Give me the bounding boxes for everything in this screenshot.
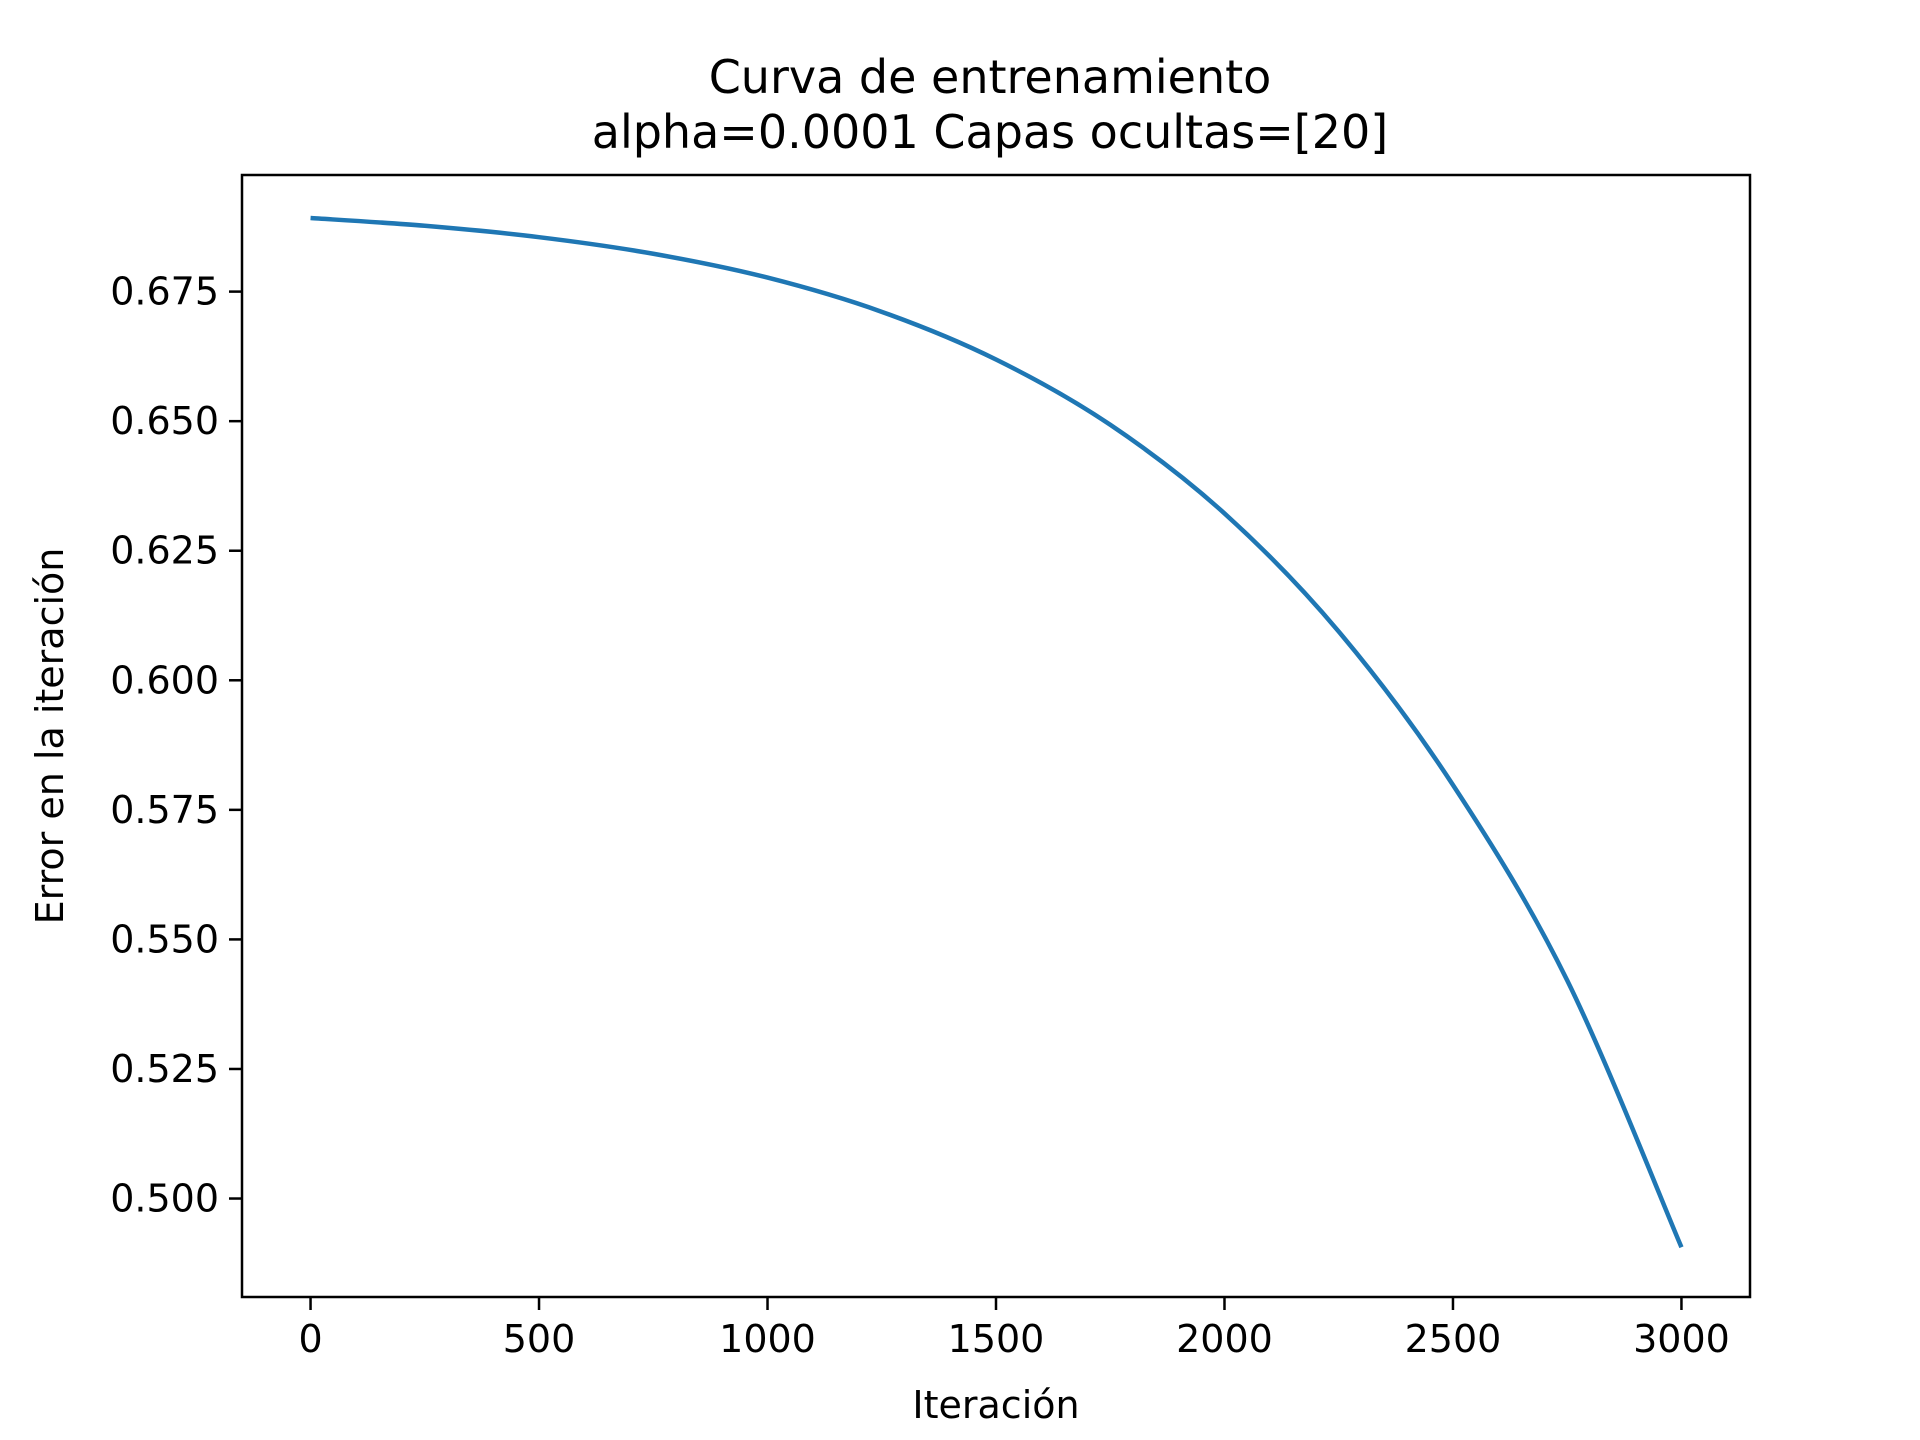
y-tick-label: 0.550: [110, 917, 219, 961]
x-axis-label: Iteración: [912, 1383, 1079, 1427]
x-tick-label: 1000: [719, 1317, 816, 1361]
x-tick-label: 3000: [1633, 1317, 1730, 1361]
plot-area: [310, 215, 1684, 1249]
x-tick-label: 500: [503, 1317, 576, 1361]
series-line: [310, 215, 1684, 1249]
y-tick-label: 0.500: [110, 1177, 219, 1221]
y-tick-label: 0.575: [110, 788, 219, 832]
y-axis-ticks: 0.500 0.525 0.550 0.575 0.600 0.625 0.650 0.675: [110, 270, 242, 1221]
y-tick-label: 0.525: [110, 1047, 219, 1091]
chart-title: Curva de entrenamiento: [709, 50, 1272, 104]
x-tick-label: 2500: [1405, 1317, 1502, 1361]
y-tick-label: 0.600: [110, 658, 219, 702]
y-tick-label: 0.625: [110, 529, 219, 573]
y-axis-label: Error en la iteración: [28, 548, 72, 925]
y-tick-label: 0.675: [110, 270, 219, 314]
chart-subtitle: alpha=0.0001 Capas ocultas=[20]: [592, 105, 1388, 159]
y-tick-label: 0.650: [110, 399, 219, 443]
x-tick-label: 1500: [948, 1317, 1045, 1361]
plot-frame: [240, 173, 1752, 1299]
x-tick-label: 0: [298, 1317, 322, 1361]
x-tick-label: 2000: [1176, 1317, 1273, 1361]
x-axis-ticks: 0 500 1000 1500 2000 2500 3000: [298, 1297, 1730, 1361]
